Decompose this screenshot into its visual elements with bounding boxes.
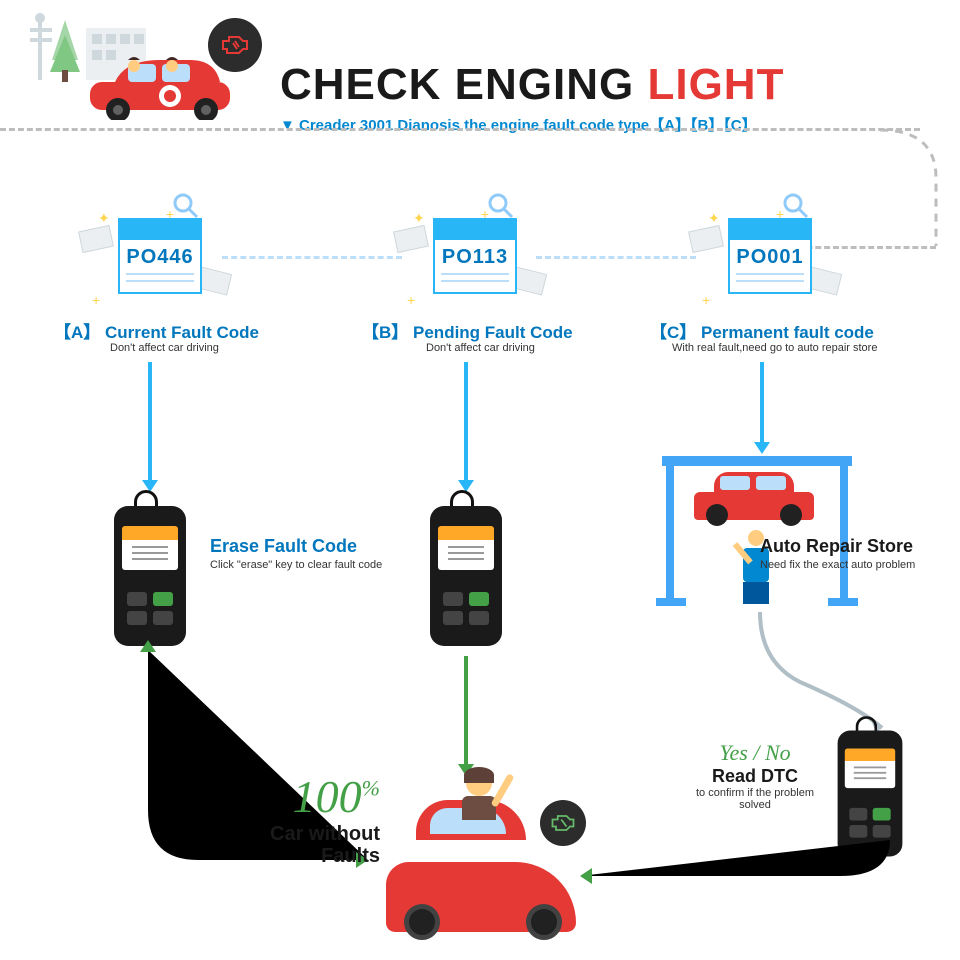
readdtc-title: Read DTC <box>680 766 830 787</box>
result-percent: 100% <box>293 771 380 822</box>
engine-icon-header <box>208 18 262 72</box>
result-block: 100% Car without Faults <box>210 770 380 867</box>
dashed-curve-right <box>880 128 950 248</box>
repair-title2: Auto Repair Store <box>760 536 960 557</box>
arrow-b-down <box>464 362 468 482</box>
readdtc-sub2: solved <box>680 799 830 811</box>
dashed-path-top <box>0 128 920 131</box>
title-block: CHECK ENGING LIGHT ▼ Creader 3001 Dianos… <box>280 60 784 135</box>
green-curve-feedback <box>100 636 160 676</box>
sub-a: Don't affect car driving <box>110 342 219 354</box>
arrow-a-down <box>148 362 152 482</box>
erase-sub: Click "erase" key to clear fault code <box>210 559 382 571</box>
readdtc-block: Yes / No Read DTC to confirm if the prob… <box>680 740 830 811</box>
repair-sub: Need fix the exact auto problem <box>760 559 960 571</box>
engine-icon-result <box>540 800 586 846</box>
code-b-value: PO113 <box>435 240 515 269</box>
code-card-b: ✦++ PO113 <box>405 200 535 310</box>
code-card-c: ✦++ PO001 <box>700 200 830 310</box>
repair-label2: Auto Repair Store Need fix the exact aut… <box>760 536 960 571</box>
code-card-a: ✦++ PO446 <box>90 200 220 310</box>
result-line1: Car without <box>210 823 380 845</box>
green-curve-readdtc <box>560 840 900 920</box>
arrow-c-down <box>760 362 764 444</box>
curve-repair-readdtc <box>730 612 890 732</box>
readdtc-yesno: Yes / No <box>680 740 830 766</box>
sub-b: Don't affect car driving <box>426 342 535 354</box>
person-car-result <box>386 772 586 932</box>
label-b: 【B】 Pending Fault Code <box>362 318 573 343</box>
arrow-b-to-car <box>464 656 468 766</box>
sub-c: With real fault,need go to auto repair s… <box>672 342 877 354</box>
page-title: CHECK ENGING LIGHT <box>280 60 784 110</box>
scanner-readdtc <box>834 722 906 857</box>
code-c-value: PO001 <box>730 240 810 269</box>
page-subtitle: ▼ Creader 3001 Dianosis the engine fault… <box>280 114 784 135</box>
scanner-a <box>110 496 190 646</box>
readdtc-sub1: to confirm if the problem <box>680 787 830 799</box>
erase-label: Erase Fault Code Click "erase" key to cl… <box>210 536 382 571</box>
result-line2: Faults <box>210 845 380 867</box>
erase-title: Erase Fault Code <box>210 536 382 557</box>
scanner-b <box>426 496 506 646</box>
label-a: 【A】 Current Fault Code <box>54 318 259 343</box>
dash-a-b <box>222 256 402 259</box>
repair-scene <box>662 456 852 606</box>
dash-b-c <box>536 256 696 259</box>
code-a-value: PO446 <box>120 240 200 269</box>
label-c: 【C】 Permanent fault code <box>650 318 874 343</box>
